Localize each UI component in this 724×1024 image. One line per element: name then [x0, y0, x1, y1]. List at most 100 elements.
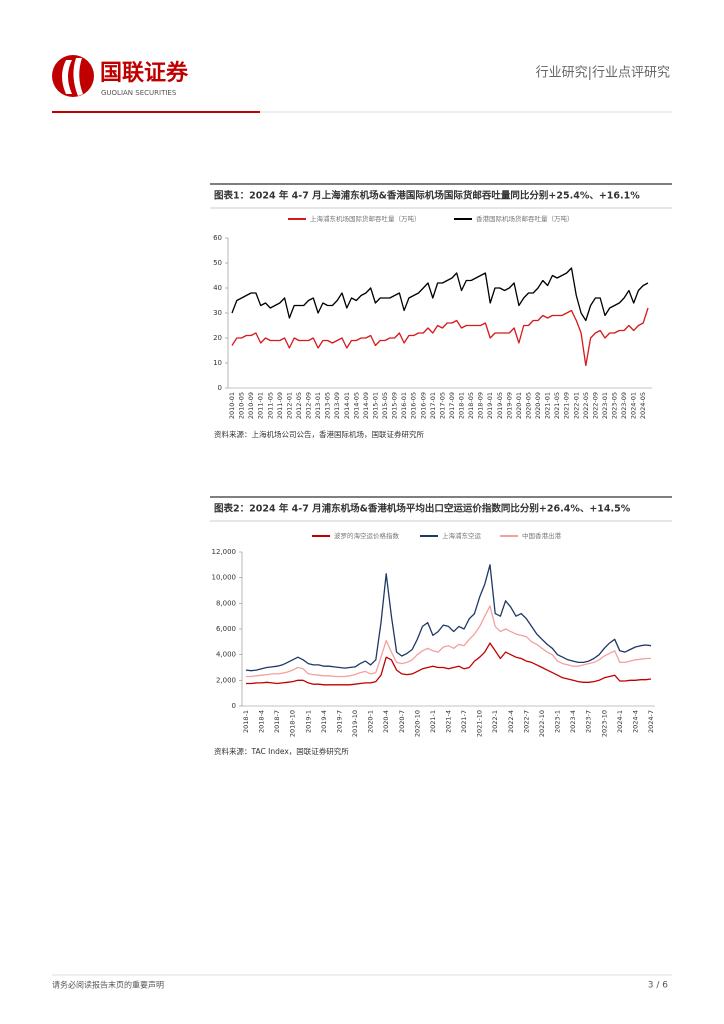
x-tick-label: 2010-01 — [228, 392, 236, 419]
y-tick-label: 10 — [213, 359, 222, 367]
x-tick-label: 2020-1 — [367, 710, 375, 733]
x-tick-label: 2021-09 — [563, 392, 571, 419]
x-tick-label: 2018-4 — [258, 710, 266, 733]
y-tick-label: 20 — [213, 334, 222, 342]
x-tick-label: 2023-09 — [620, 392, 628, 419]
x-tick-label: 2019-1 — [304, 710, 312, 733]
x-tick-label: 2016-01 — [400, 392, 408, 419]
x-tick-label: 2013-05 — [324, 392, 332, 419]
x-tick-label: 2018-01 — [458, 392, 466, 419]
x-tick-label: 2022-10 — [538, 710, 546, 737]
x-tick-label: 2011-09 — [276, 392, 284, 419]
x-tick-label: 2012-05 — [295, 392, 303, 419]
x-tick-label: 2013-01 — [314, 392, 322, 419]
x-tick-label: 2024-01 — [630, 392, 638, 419]
x-tick-label: 2022-05 — [582, 392, 590, 419]
x-tick-label: 2011-01 — [257, 392, 265, 419]
x-tick-label: 2018-05 — [467, 392, 475, 419]
x-tick-label: 2023-1 — [554, 710, 562, 733]
x-tick-label: 2023-01 — [601, 392, 609, 419]
logo-stroke — [73, 58, 83, 96]
x-tick-label: 2011-05 — [266, 392, 274, 419]
x-tick-label: 2018-10 — [289, 710, 297, 737]
series-line — [231, 307, 649, 367]
figure-title: 图表1：2024 年 4-7 月上海浦东机场&香港国际机场国际货邮吞吐量同比分别… — [214, 190, 640, 202]
x-tick-label: 2018-7 — [273, 710, 281, 733]
y-tick-label: 60 — [213, 234, 222, 242]
x-tick-label: 2018-1 — [242, 710, 250, 733]
y-tick-label: 0 — [232, 702, 236, 710]
x-tick-label: 2014-01 — [343, 392, 351, 419]
x-tick-label: 2020-05 — [524, 392, 532, 419]
y-tick-label: 12,000 — [212, 548, 237, 556]
x-tick-label: 2017-09 — [448, 392, 456, 419]
y-tick-label: 8,000 — [216, 599, 236, 607]
x-tick-label: 2023-05 — [611, 392, 619, 419]
x-tick-label: 2022-09 — [591, 392, 599, 419]
x-tick-label: 2012-09 — [305, 392, 313, 419]
figure-title: 图表2：2024 年 4-7 月浦东机场&香港机场平均出口空运运价指数同比分别+… — [214, 503, 631, 515]
x-tick-label: 2019-01 — [486, 392, 494, 419]
x-tick-label: 2022-7 — [522, 710, 530, 733]
x-tick-label: 2015-09 — [391, 392, 399, 419]
brand: 国联证券 — [100, 60, 189, 86]
x-tick-label: 2024-7 — [647, 710, 655, 733]
x-tick-label: 2016-05 — [410, 392, 418, 419]
x-tick-label: 2020-01 — [515, 392, 523, 419]
source: 资料来源：上海机场公司公告，香港国际机场，国联证券研究所 — [214, 429, 424, 439]
x-tick-label: 2021-7 — [460, 710, 468, 733]
x-tick-label: 2021-1 — [429, 710, 437, 733]
x-tick-label: 2022-1 — [491, 710, 499, 733]
y-tick-label: 30 — [213, 309, 222, 317]
x-tick-label: 2024-05 — [639, 392, 647, 419]
x-tick-label: 2021-4 — [445, 710, 453, 733]
x-tick-label: 2012-01 — [285, 392, 293, 419]
x-tick-label: 2016-09 — [419, 392, 427, 419]
x-tick-label: 2019-09 — [505, 392, 513, 419]
y-tick-label: 2,000 — [216, 676, 236, 684]
x-tick-label: 2015-01 — [371, 392, 379, 419]
x-tick-label: 2020-10 — [413, 710, 421, 737]
x-tick-label: 2024-1 — [616, 710, 624, 733]
source: 资料来源：TAC Index，国联证券研究所 — [214, 746, 349, 756]
series-line — [246, 642, 652, 686]
series-line — [245, 564, 652, 672]
legend-label: 上海浦东空运 — [442, 531, 482, 540]
y-tick-label: 4,000 — [216, 651, 236, 659]
x-tick-label: 2019-05 — [496, 392, 504, 419]
x-tick-label: 2020-09 — [534, 392, 542, 419]
x-tick-label: 2023-4 — [569, 710, 577, 733]
y-tick-label: 50 — [213, 259, 222, 267]
y-tick-label: 40 — [213, 284, 222, 292]
legend-label: 中国香港出港 — [522, 531, 562, 540]
x-tick-label: 2024-4 — [631, 710, 639, 733]
y-tick-label: 10,000 — [212, 574, 237, 582]
logo — [52, 55, 94, 97]
x-tick-label: 2017-05 — [438, 392, 446, 419]
legend-label: 香港国际机场货邮吞吐量（万吨） — [476, 214, 574, 223]
x-tick-label: 2022-4 — [507, 710, 515, 733]
page-number: 3 / 6 — [648, 981, 668, 991]
x-tick-label: 2019-4 — [320, 710, 328, 733]
x-tick-label: 2021-05 — [553, 392, 561, 419]
series-line — [246, 605, 651, 678]
x-tick-label: 2015-05 — [381, 392, 389, 419]
x-tick-label: 2019-7 — [335, 710, 343, 733]
series-line — [231, 267, 649, 322]
y-tick-label: 6,000 — [216, 625, 236, 633]
x-tick-label: 2014-09 — [362, 392, 370, 419]
x-tick-label: 2022-01 — [572, 392, 580, 419]
x-tick-label: 2013-09 — [333, 392, 341, 419]
disclaimer: 请务必阅读报告末页的重要声明 — [52, 980, 164, 990]
brand-en: GUOLIAN SECURITIES — [101, 89, 177, 97]
x-tick-label: 2023-7 — [585, 710, 593, 733]
x-tick-label: 2019-10 — [351, 710, 359, 737]
logo-stroke — [62, 60, 72, 94]
x-tick-label: 2018-09 — [477, 392, 485, 419]
legend-label: 波罗的海空运价格指数 — [334, 531, 400, 540]
y-tick-label: 0 — [218, 384, 222, 392]
x-tick-label: 2021-01 — [544, 392, 552, 419]
x-tick-label: 2023-10 — [600, 710, 608, 737]
